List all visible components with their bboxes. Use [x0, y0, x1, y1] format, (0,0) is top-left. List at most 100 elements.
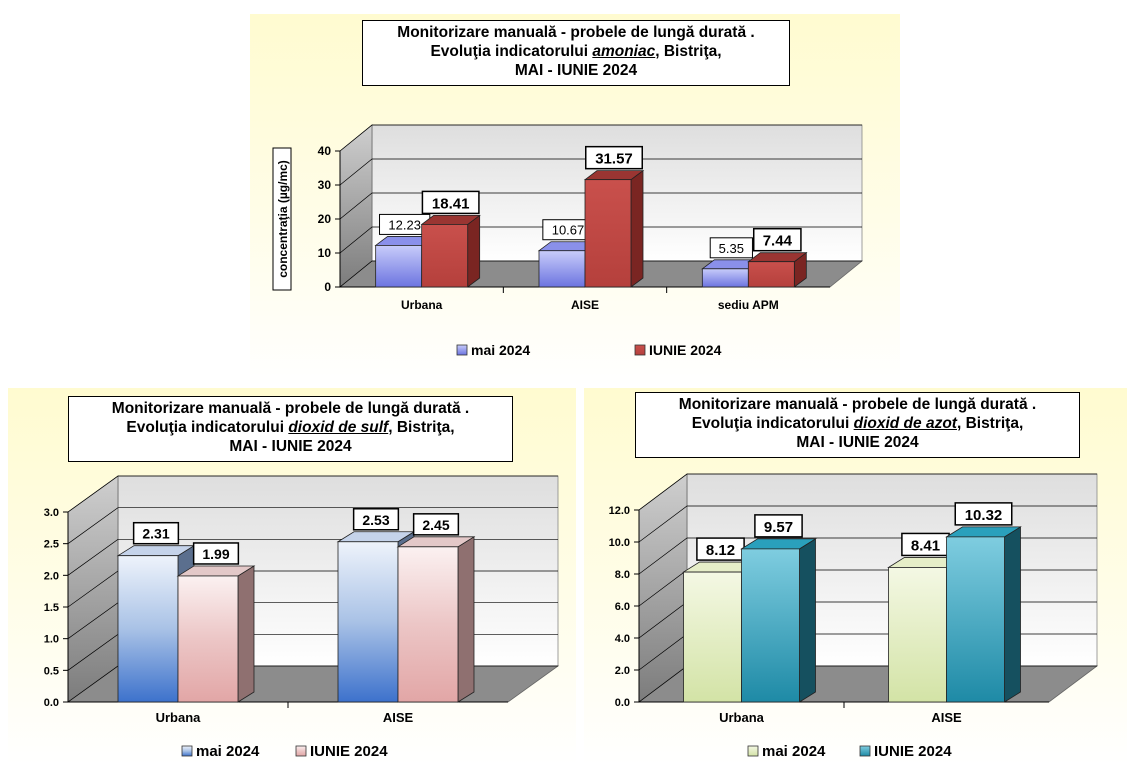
- sulfur-dioxide-bar-chart: 0.0 0.5 1.0 1.5 2.0 2.5 3.0 Urbana 2.31 1.99 AISE 2…: [44, 475, 560, 760]
- data-label: 12.23: [388, 217, 421, 232]
- bar: [701, 268, 749, 288]
- data-label-box: [412, 513, 460, 536]
- data-label-box: [954, 502, 1013, 526]
- chart-title: Monitorizare manuală - probele de lungă …: [362, 20, 790, 86]
- bar: [375, 245, 423, 288]
- gridline: [67, 475, 558, 513]
- legend-label: mai 2024: [762, 743, 826, 760]
- y-tick-label: 4.0: [615, 633, 630, 645]
- y-tick-label: 0.0: [615, 697, 630, 709]
- bar-side: [237, 565, 255, 703]
- data-label: 2.45: [422, 517, 449, 533]
- x-tick-label: sediu APM: [718, 298, 779, 312]
- bar: [888, 567, 947, 703]
- y-tick-label: 0.0: [44, 697, 59, 709]
- title-line-2: Evoluţia indicatorului dioxid de azot, B…: [691, 415, 1024, 432]
- bar: [177, 575, 239, 703]
- bar-side: [457, 536, 475, 703]
- gridline: [339, 226, 862, 254]
- data-label-box: [192, 542, 240, 565]
- y-tick-label: 8.0: [615, 569, 630, 581]
- data-label: 18.41: [432, 195, 470, 212]
- legend-label: IUNIE 2024: [649, 342, 722, 358]
- data-label-box: [421, 190, 480, 215]
- title-line-3: MAI - IUNIE 2024: [796, 434, 919, 451]
- x-tick-label: Urbana: [401, 298, 443, 312]
- legend-swatch: [634, 344, 646, 356]
- legend-swatch: [181, 745, 193, 757]
- legend-label: mai 2024: [196, 743, 260, 760]
- x-tick-label: AISE: [383, 710, 414, 725]
- nitrogen-dioxide-bar-chart: 0.0 2.0 4.0 6.0 8.0 10.0 12.0 Urbana 8.12 9.57 AIS…: [609, 473, 1099, 760]
- bar-side: [799, 538, 816, 703]
- y-tick-label: 1.0: [44, 634, 59, 646]
- y-tick-label: 2.5: [44, 539, 59, 551]
- data-label: 8.41: [911, 537, 940, 554]
- bar: [747, 261, 795, 288]
- legend-swatch: [295, 745, 307, 757]
- bar: [946, 536, 1005, 703]
- y-tick-label: 10: [318, 246, 332, 260]
- title-line-3: MAI - IUNIE 2024: [514, 62, 638, 79]
- bar: [117, 555, 179, 703]
- y-tick-label: 1.5: [44, 602, 59, 614]
- ammonia-chart-panel: Monitorizare manuală - probele de lungă …: [250, 14, 900, 386]
- data-label: 7.44: [763, 233, 793, 250]
- gridline: [339, 260, 862, 288]
- title-line-1: Monitorizare manuală - probele de lungă …: [678, 396, 1037, 413]
- data-label: 2.53: [362, 512, 389, 528]
- y-tick-label: 0: [324, 280, 331, 294]
- y-tick-label: 10.0: [609, 537, 630, 549]
- y-tick-label: 6.0: [615, 601, 630, 613]
- data-label-box: [754, 514, 803, 538]
- bar-side: [1004, 526, 1021, 703]
- legend-swatch: [456, 344, 468, 356]
- x-tick-label: Urbana: [156, 710, 202, 725]
- chart-title: Monitorizare manuală - probele de lungă …: [68, 396, 513, 462]
- y-tick-label: 2.0: [615, 665, 630, 677]
- data-label: 10.67: [552, 223, 585, 238]
- gridline: [339, 158, 862, 186]
- bar: [584, 179, 632, 288]
- title-line-1: Monitorizare manuală - probele de lungă …: [111, 400, 470, 417]
- y-tick-label: 2.0: [44, 570, 59, 582]
- bar: [538, 250, 586, 288]
- x-tick-label: AISE: [931, 710, 962, 725]
- title-line-2: Evoluţia indicatorului dioxid de sulf, B…: [126, 419, 455, 436]
- legend-label: IUNIE 2024: [874, 743, 952, 760]
- bar: [397, 546, 459, 703]
- data-label: 2.31: [142, 526, 169, 542]
- data-label-box: [752, 227, 802, 252]
- data-label-box: [132, 521, 180, 545]
- bar: [421, 224, 469, 288]
- y-tick-label: 0.5: [44, 665, 59, 677]
- title-line-3: MAI - IUNIE 2024: [229, 438, 352, 455]
- y-axis-label-box: [272, 147, 292, 291]
- gridline: [67, 507, 558, 544]
- sulfur-dioxide-chart-panel: Monitorizare manuală - probele de lungă …: [8, 388, 576, 764]
- legend-swatch: [747, 745, 759, 757]
- data-label: 5.35: [719, 241, 744, 256]
- bar: [683, 571, 742, 703]
- data-label-box: [352, 508, 400, 531]
- x-tick-label: AISE: [571, 298, 599, 312]
- y-tick-label: 40: [318, 144, 332, 158]
- nitrogen-dioxide-chart-panel: Monitorizare manuală - probele de lungă …: [584, 388, 1127, 764]
- data-label: 1.99: [202, 546, 229, 562]
- y-tick-label: 20: [318, 212, 332, 226]
- bar: [741, 548, 800, 703]
- data-label: 31.57: [595, 151, 633, 168]
- bar-side: [630, 169, 644, 288]
- title-line-2: Evoluţia indicatorului amoniac, Bistriţa…: [430, 43, 722, 60]
- data-label-box: [709, 237, 753, 259]
- y-tick-label: 3.0: [44, 507, 59, 519]
- data-label-box: [585, 145, 643, 170]
- bar: [337, 541, 399, 703]
- title-line-1: Monitorizare manuală - probele de lungă …: [397, 24, 755, 41]
- ammonia-bar-chart: 0 10 20 30 40 concentraţia (µg/mc) Urbana 12.23…: [272, 124, 864, 358]
- bar-side: [467, 214, 481, 288]
- legend-label: IUNIE 2024: [310, 743, 388, 760]
- y-tick-label: 12.0: [609, 505, 630, 517]
- legend-swatch: [859, 745, 871, 757]
- gridline: [339, 192, 862, 220]
